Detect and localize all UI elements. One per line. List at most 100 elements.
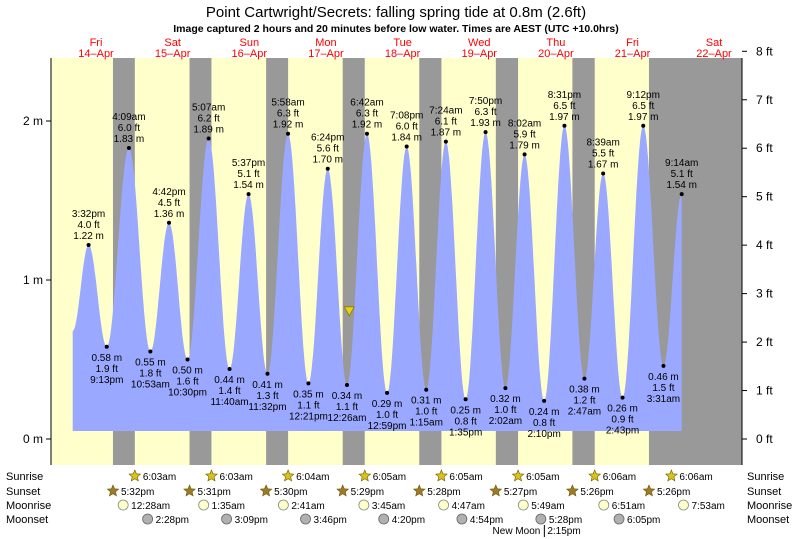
right-tick-label: 1 ft [756, 384, 773, 398]
moonset-icon [221, 513, 232, 525]
tide-area [72, 125, 682, 432]
sunset-time: 5:26pm [657, 487, 690, 498]
tide-time-label: 1:15am [410, 418, 443, 429]
tide-ft-label: 5.6 ft [317, 144, 339, 155]
sunset-icon [183, 484, 196, 497]
tide-ft-label: 1.8 ft [139, 369, 161, 380]
tide-m-label: 1.36 m [154, 209, 185, 220]
tide-ft-label: 1.0 ft [415, 407, 437, 418]
sunrise-time: 6:06am [603, 472, 636, 483]
tide-m-label: 1.79 m [509, 140, 540, 151]
moonset-icon [300, 513, 311, 525]
row-label-left: Moonset [6, 514, 48, 526]
sunset-time: 5:32pm [121, 487, 154, 498]
tide-m-label: 0.26 m [607, 404, 638, 415]
right-tick-label: 3 ft [756, 287, 773, 301]
moonset-icon [535, 513, 547, 525]
tide-ft-label: 5.1 ft [671, 169, 693, 180]
tide-time-label: 11:40am [210, 397, 248, 408]
tide-time-label: 2:47am [568, 407, 601, 418]
tide-time-label: 7:50pm [469, 96, 502, 107]
moonrise-icon [198, 499, 210, 511]
moonrise-time: 4:47am [452, 501, 485, 512]
tide-point [185, 357, 190, 362]
moonset-icon [613, 513, 625, 525]
row-label-right: Sunrise [747, 471, 784, 483]
tide-m-label: 1.70 m [312, 155, 343, 166]
tide-point [641, 123, 646, 128]
tide-m-label: 0.38 m [569, 385, 600, 396]
tide-ft-label: 4.5 ft [158, 198, 180, 209]
sunset-time: 5:26pm [580, 487, 613, 498]
day-date: 19–Apr [462, 48, 498, 60]
tide-ft-label: 5.9 ft [513, 129, 535, 140]
row-label-left: Sunrise [6, 471, 43, 483]
tide-ft-label: 1.2 ft [573, 396, 595, 407]
tide-ft-label: 1.0 ft [494, 405, 516, 416]
day-name: Sat [706, 37, 723, 49]
tide-ft-label: 1.1 ft [297, 400, 319, 411]
tide-ft-label: 0.9 ft [611, 415, 633, 426]
moonrise-time: 5:49am [531, 501, 564, 512]
tide-ft-label: 0.8 ft [455, 416, 477, 427]
tide-point [364, 131, 369, 136]
tide-m-label: 1.83 m [114, 134, 145, 145]
tide-time-label: 6:24pm [311, 133, 344, 144]
tide-ft-label: 6.1 ft [435, 117, 457, 128]
right-tick-label: 2 ft [756, 335, 773, 349]
current-tide-marker [343, 306, 355, 317]
tide-time-label: 5:37pm [232, 158, 265, 169]
tide-point [286, 131, 291, 136]
left-tick-label: 2 m [23, 114, 43, 128]
moonset-time: 4:20pm [392, 515, 425, 526]
tide-time-label: 4:42pm [152, 187, 185, 198]
tide-ft-label: 1.1 ft [336, 402, 358, 413]
tide-point [443, 139, 448, 144]
tide-point [522, 152, 527, 157]
sunset-time: 5:28pm [427, 487, 460, 498]
tide-m-label: 1.22 m [73, 231, 104, 242]
tide-ft-label: 0.8 ft [533, 418, 555, 429]
tide-point [483, 130, 488, 135]
sunrise-time: 6:03am [143, 472, 176, 483]
day-date: 20–Apr [538, 48, 574, 60]
new-moon-time: 2:15pm [547, 526, 580, 537]
moonrise-icon [277, 499, 289, 511]
tide-time-label: 7:08pm [390, 110, 423, 121]
day-date: 21–Apr [615, 48, 651, 60]
day-name: Wed [468, 37, 490, 49]
sunset-time: 5:31pm [198, 487, 231, 498]
moonset-time: 4:54pm [470, 515, 503, 526]
tide-ft-label: 1.5 ft [652, 383, 674, 394]
tide-point [126, 146, 131, 151]
sunset-time: 5:29pm [351, 487, 384, 498]
tide-point [503, 386, 508, 391]
tide-point [582, 376, 587, 381]
tide-ft-label: 1.3 ft [256, 391, 278, 402]
sunrise-time: 6:05am [373, 472, 406, 483]
moonrise-time: 3:45am [372, 501, 405, 512]
left-tick-label: 0 m [23, 432, 43, 446]
tide-m-label: 0.35 m [293, 389, 324, 400]
tide-point [104, 344, 109, 349]
new-moon-label: New Moon [493, 526, 541, 537]
tide-ft-label: 6.0 ft [396, 121, 418, 132]
tide-m-label: 1.87 m [431, 128, 462, 139]
moonrise-time: 12:28am [131, 501, 170, 512]
day-date: 17–Apr [308, 48, 344, 60]
tide-m-label: 1.54 m [233, 180, 264, 191]
sunrise-time: 6:05am [449, 472, 482, 483]
tide-point [206, 136, 211, 141]
tide-time-label: 12:59pm [368, 421, 407, 432]
day-name: Sun [240, 37, 260, 49]
sunset-icon [106, 484, 120, 497]
tide-point [562, 123, 567, 128]
sunrise-time: 6:03am [219, 472, 252, 483]
tide-m-label: 0.58 m [91, 353, 122, 364]
row-label-right: Moonset [747, 514, 789, 526]
sunset-time: 5:30pm [274, 487, 307, 498]
tide-time-label: 3:32pm [72, 209, 105, 220]
moonset-icon [456, 513, 468, 525]
moonrise-icon [678, 499, 689, 511]
sunset-icon [259, 484, 273, 497]
